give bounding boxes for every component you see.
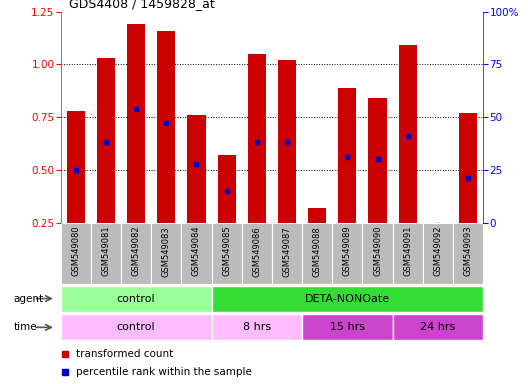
Bar	[362, 223, 393, 284]
Text: control: control	[117, 293, 155, 304]
Text: GSM549089: GSM549089	[343, 226, 352, 276]
Text: GSM549092: GSM549092	[433, 226, 442, 276]
Bar	[97, 58, 115, 223]
Text: GSM549083: GSM549083	[162, 226, 171, 276]
Text: control: control	[117, 322, 155, 333]
Text: 24 hrs: 24 hrs	[420, 322, 456, 333]
Bar	[302, 314, 393, 340]
Bar	[127, 24, 145, 223]
Text: 8 hrs: 8 hrs	[243, 322, 271, 333]
Bar	[332, 223, 362, 284]
Bar	[212, 314, 302, 340]
Bar	[393, 223, 423, 284]
Text: 15 hrs: 15 hrs	[330, 322, 365, 333]
Bar	[272, 223, 302, 284]
Text: GSM549087: GSM549087	[282, 226, 291, 276]
Bar	[453, 223, 483, 284]
Text: GSM549090: GSM549090	[373, 226, 382, 276]
Text: transformed count: transformed count	[76, 349, 173, 359]
Bar	[61, 223, 91, 284]
Bar	[369, 98, 386, 223]
Bar	[338, 88, 356, 223]
Bar	[61, 314, 212, 340]
Bar	[302, 223, 332, 284]
Bar	[218, 155, 235, 223]
Bar	[459, 113, 477, 223]
Bar	[182, 223, 212, 284]
Bar	[242, 223, 272, 284]
Text: GSM549093: GSM549093	[464, 226, 473, 276]
Text: percentile rank within the sample: percentile rank within the sample	[76, 366, 251, 377]
Text: GSM549082: GSM549082	[131, 226, 140, 276]
Bar	[248, 54, 266, 223]
Bar	[278, 60, 296, 223]
Bar	[187, 115, 205, 223]
Bar	[212, 286, 483, 311]
Text: agent: agent	[13, 293, 43, 304]
Bar	[423, 223, 453, 284]
Bar	[212, 223, 242, 284]
Text: GSM549086: GSM549086	[252, 226, 261, 276]
Text: GSM549091: GSM549091	[403, 226, 412, 276]
Text: GSM549088: GSM549088	[313, 226, 322, 276]
Bar	[157, 31, 175, 223]
Bar	[121, 223, 151, 284]
Bar	[91, 223, 121, 284]
Text: time: time	[13, 322, 37, 333]
Text: GSM549084: GSM549084	[192, 226, 201, 276]
Text: GDS4408 / 1459828_at: GDS4408 / 1459828_at	[69, 0, 215, 10]
Text: DETA-NONOate: DETA-NONOate	[305, 293, 390, 304]
Bar	[399, 45, 417, 223]
Bar	[67, 111, 85, 223]
Bar	[151, 223, 182, 284]
Text: GSM549085: GSM549085	[222, 226, 231, 276]
Bar	[393, 314, 483, 340]
Text: GSM549081: GSM549081	[101, 226, 110, 276]
Bar	[308, 208, 326, 223]
Bar	[61, 286, 212, 311]
Text: GSM549080: GSM549080	[71, 226, 80, 276]
